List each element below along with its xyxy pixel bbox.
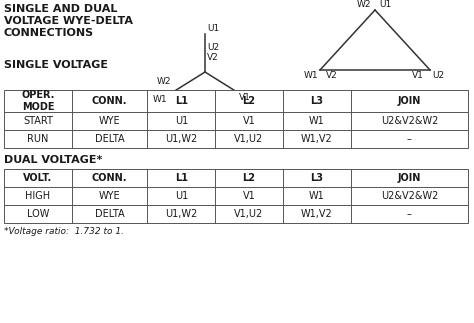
Text: SINGLE AND DUAL: SINGLE AND DUAL (4, 4, 118, 14)
Text: –: – (407, 209, 412, 219)
Text: –: – (407, 134, 412, 144)
Text: L1: L1 (175, 173, 188, 183)
Text: VOLTAGE WYE-DELTA: VOLTAGE WYE-DELTA (4, 16, 133, 26)
Text: L2: L2 (243, 96, 255, 106)
Text: U1: U1 (207, 24, 219, 33)
Text: LOW: LOW (27, 209, 49, 219)
Text: V1,U2: V1,U2 (235, 209, 264, 219)
Text: W1: W1 (309, 191, 325, 201)
Text: DELTA: DELTA (95, 209, 124, 219)
Text: OPER.
MODE: OPER. MODE (21, 90, 55, 112)
Text: V1,U2: V1,U2 (235, 134, 264, 144)
Text: L2: L2 (243, 173, 255, 183)
Text: W1: W1 (152, 95, 167, 104)
Text: U1: U1 (379, 0, 391, 9)
Text: U1,W2: U1,W2 (165, 209, 197, 219)
Text: L3: L3 (310, 96, 323, 106)
Text: CONN.: CONN. (92, 96, 128, 106)
Text: SINGLE VOLTAGE: SINGLE VOLTAGE (4, 60, 108, 70)
Text: U2: U2 (432, 71, 444, 80)
Text: DELTA: DELTA (95, 134, 124, 144)
Bar (4, 169, 468, 223)
Text: DUAL VOLTAGE*: DUAL VOLTAGE* (4, 155, 102, 165)
Text: WYE: WYE (99, 116, 120, 126)
Text: W2: W2 (356, 0, 371, 9)
Text: U2&V2&W2: U2&V2&W2 (381, 116, 438, 126)
Text: W1: W1 (303, 71, 318, 80)
Text: START: START (23, 116, 53, 126)
Text: CONNECTIONS: CONNECTIONS (4, 28, 94, 38)
Text: V1: V1 (243, 116, 255, 126)
Text: V1: V1 (243, 191, 255, 201)
Text: W1,V2: W1,V2 (301, 209, 333, 219)
Text: HIGH: HIGH (25, 191, 50, 201)
Text: W1: W1 (309, 116, 325, 126)
Text: RUN: RUN (27, 134, 48, 144)
Text: W1,V2: W1,V2 (301, 134, 333, 144)
Bar (4, 90, 468, 148)
Text: U1: U1 (174, 191, 188, 201)
Text: V2: V2 (326, 71, 338, 80)
Text: JOIN: JOIN (398, 173, 421, 183)
Text: U2&V2&W2: U2&V2&W2 (381, 191, 438, 201)
Text: VOLT.: VOLT. (23, 173, 53, 183)
Text: WYE: WYE (99, 191, 120, 201)
Text: U2: U2 (207, 43, 219, 52)
Text: L1: L1 (175, 96, 188, 106)
Text: V2: V2 (207, 53, 219, 62)
Text: L3: L3 (310, 173, 323, 183)
Text: U1,W2: U1,W2 (165, 134, 197, 144)
Text: V1: V1 (239, 93, 251, 102)
Text: *Voltage ratio:  1.732 to 1.: *Voltage ratio: 1.732 to 1. (4, 227, 124, 236)
Text: V1: V1 (412, 71, 424, 80)
Text: CONN.: CONN. (92, 173, 128, 183)
Text: JOIN: JOIN (398, 96, 421, 106)
Text: W2: W2 (156, 77, 171, 86)
Text: U1: U1 (174, 116, 188, 126)
